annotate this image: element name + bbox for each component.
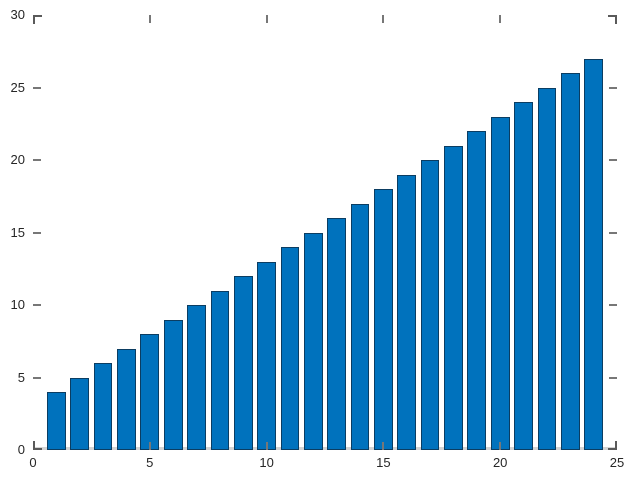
- bar: [140, 334, 160, 450]
- y-tick-mark-right: [609, 86, 617, 89]
- y-tick-label: 15: [10, 224, 25, 240]
- corner-bracket: [608, 15, 617, 17]
- x-tick-mark: [382, 442, 385, 450]
- bar: [257, 261, 276, 450]
- bar: [374, 189, 393, 450]
- x-tick-mark: [148, 442, 151, 450]
- x-tick-label: 0: [29, 455, 37, 470]
- bar: [514, 102, 533, 450]
- bar: [280, 247, 300, 450]
- x-tick-label: 10: [259, 455, 274, 470]
- bar: [47, 392, 66, 450]
- y-tick-label: 30: [10, 7, 25, 22]
- y-tick-mark-right: [609, 159, 617, 161]
- y-tick-label: 20: [10, 152, 25, 167]
- bar: [70, 377, 90, 450]
- x-axis-baseline: [33, 447, 617, 450]
- bar: [233, 276, 253, 450]
- corner-bracket: [33, 15, 35, 24]
- x-tick-label: 5: [146, 455, 154, 470]
- bar: [397, 174, 417, 450]
- bar: [303, 232, 323, 450]
- y-tick-label: 0: [17, 442, 25, 457]
- bar: [163, 319, 183, 450]
- x-tick-mark: [265, 442, 268, 450]
- corner-bracket: [615, 441, 617, 450]
- bar: [420, 160, 440, 450]
- bar: [93, 363, 113, 450]
- bar: [584, 58, 603, 450]
- x-tick-mark: [499, 442, 502, 450]
- x-tick-mark-top: [148, 15, 151, 23]
- y-tick-mark: [33, 86, 41, 89]
- y-tick-label: 25: [10, 79, 25, 95]
- bar: [210, 290, 230, 450]
- x-tick-mark-top: [265, 15, 268, 23]
- bar: [187, 305, 206, 450]
- x-tick-label: 25: [609, 455, 625, 470]
- y-tick-mark-right: [609, 376, 617, 379]
- y-tick-mark-right: [609, 304, 617, 306]
- y-tick-mark: [33, 376, 41, 379]
- bar: [444, 145, 463, 450]
- bar: [117, 348, 136, 450]
- bar: [350, 203, 370, 450]
- bar: [490, 116, 510, 450]
- corner-bracket: [33, 441, 35, 450]
- x-tick-label: 15: [376, 455, 391, 470]
- y-tick-mark: [33, 159, 41, 161]
- x-tick-mark-top: [499, 15, 502, 23]
- y-tick-mark: [33, 304, 41, 306]
- bar: [327, 218, 347, 450]
- bar: [467, 131, 487, 450]
- y-tick-label: 5: [17, 369, 25, 385]
- y-tick-mark: [33, 231, 41, 234]
- corner-bracket: [33, 448, 42, 450]
- bar: [537, 87, 557, 450]
- corner-bracket: [608, 448, 617, 450]
- x-tick-label: 20: [492, 455, 508, 470]
- corner-bracket: [615, 15, 617, 24]
- corner-bracket: [33, 15, 42, 17]
- y-tick-mark-right: [609, 231, 617, 234]
- y-tick-label: 10: [10, 297, 25, 312]
- x-tick-mark-top: [382, 15, 385, 23]
- bar: [560, 73, 580, 450]
